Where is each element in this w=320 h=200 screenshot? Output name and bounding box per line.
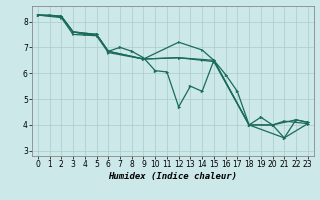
X-axis label: Humidex (Indice chaleur): Humidex (Indice chaleur) [108,172,237,181]
